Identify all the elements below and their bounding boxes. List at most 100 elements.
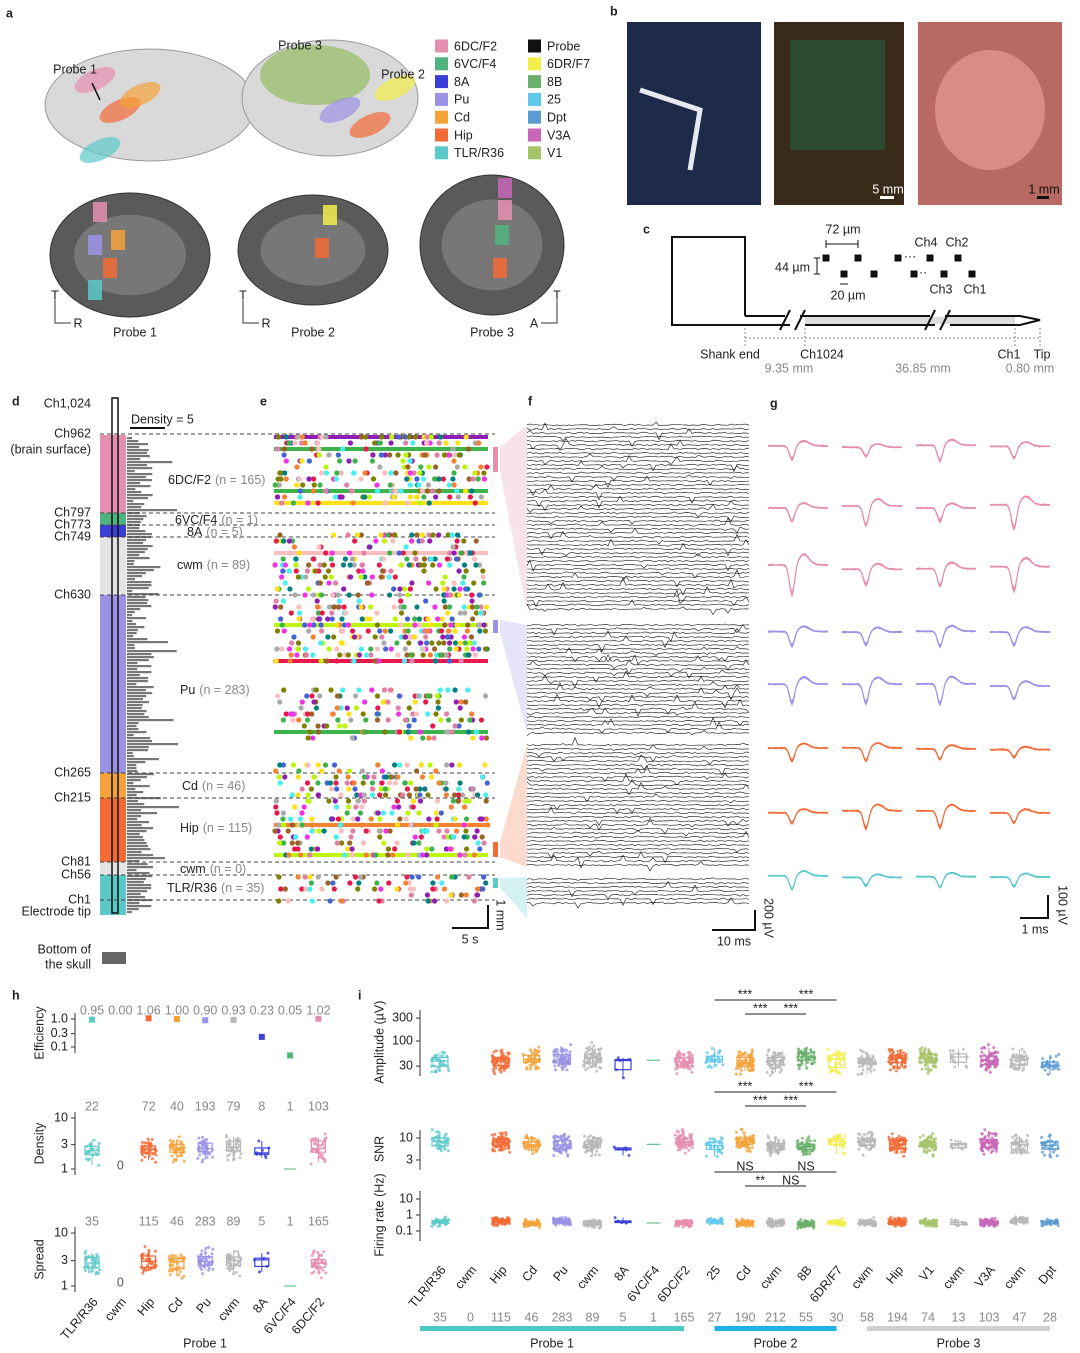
density-bar xyxy=(127,485,150,487)
point xyxy=(442,1137,445,1140)
spike xyxy=(417,792,422,797)
spike xyxy=(305,717,310,722)
spike xyxy=(310,652,315,657)
point xyxy=(677,1050,680,1053)
point xyxy=(684,1144,687,1147)
legend-swatch xyxy=(528,75,541,88)
lfp-trace xyxy=(527,597,749,607)
point xyxy=(146,1264,149,1267)
point xyxy=(553,1134,556,1137)
x-tick-label: cwm xyxy=(215,1295,242,1324)
point xyxy=(558,1145,561,1148)
point xyxy=(1012,1148,1015,1151)
point xyxy=(506,1051,509,1054)
spike xyxy=(296,774,301,779)
spike xyxy=(473,652,478,657)
spike-train xyxy=(274,730,488,734)
label: Tip xyxy=(1034,347,1051,361)
spike xyxy=(338,792,343,797)
spike xyxy=(405,500,410,505)
value-label: 1.00 xyxy=(165,1003,189,1017)
spike xyxy=(326,568,331,573)
spike xyxy=(451,550,456,555)
region-patch xyxy=(493,258,507,278)
density-bar xyxy=(127,857,165,859)
spike xyxy=(350,556,355,561)
density-bar xyxy=(127,710,147,712)
spike xyxy=(330,880,335,885)
spike xyxy=(478,610,483,615)
point xyxy=(239,1156,242,1159)
spike xyxy=(427,538,432,543)
spike xyxy=(303,646,308,651)
spike xyxy=(439,810,444,815)
point xyxy=(84,1151,87,1154)
density-bar xyxy=(127,644,134,646)
spike xyxy=(331,532,336,537)
spike xyxy=(376,810,381,815)
spike xyxy=(287,538,292,543)
spike xyxy=(454,556,459,561)
spike xyxy=(322,828,327,833)
spike xyxy=(414,604,419,609)
y-tick-label: 100 xyxy=(392,1033,413,1047)
point xyxy=(143,1245,146,1248)
point xyxy=(809,1048,812,1051)
spike xyxy=(483,628,488,633)
point xyxy=(94,1152,97,1155)
spike xyxy=(420,488,425,493)
spike xyxy=(395,774,400,779)
point xyxy=(713,1145,716,1148)
spike xyxy=(438,652,443,657)
point xyxy=(720,1136,723,1139)
spike xyxy=(360,616,365,621)
point xyxy=(262,1257,265,1260)
spike xyxy=(412,634,417,639)
spike xyxy=(348,834,353,839)
point xyxy=(232,1266,235,1269)
label: Ch1 xyxy=(998,347,1021,361)
point xyxy=(902,1155,905,1158)
spike xyxy=(395,652,400,657)
spike xyxy=(311,592,316,597)
spike xyxy=(480,774,485,779)
density-bar xyxy=(127,560,134,562)
panel-letter: d xyxy=(12,394,20,408)
spike xyxy=(396,711,401,716)
spike xyxy=(410,874,415,879)
point xyxy=(88,1255,91,1258)
axis-letter: T xyxy=(51,288,59,302)
spike xyxy=(453,816,458,821)
spike xyxy=(381,810,386,815)
spike xyxy=(347,768,352,773)
spike xyxy=(319,658,324,663)
spike xyxy=(392,846,397,851)
point xyxy=(800,1060,803,1063)
label: Ch2 xyxy=(946,235,969,249)
spike xyxy=(432,898,437,903)
spike xyxy=(481,470,486,475)
spike xyxy=(404,556,409,561)
spike xyxy=(335,592,340,597)
legend-label: 8A xyxy=(454,75,470,89)
density-bar xyxy=(127,602,147,604)
lfp-trace xyxy=(527,516,749,521)
spike xyxy=(319,886,324,891)
waveform xyxy=(916,626,976,647)
spike xyxy=(420,774,425,779)
spike xyxy=(334,646,339,651)
spike xyxy=(432,646,437,651)
point xyxy=(993,1132,996,1135)
spike xyxy=(476,622,481,627)
point xyxy=(317,1257,320,1260)
scale-label: 5 mm xyxy=(872,182,903,196)
spike xyxy=(385,852,390,857)
spike xyxy=(397,693,402,698)
point xyxy=(887,1136,890,1139)
channel-label: Ch56 xyxy=(61,867,91,881)
point xyxy=(745,1058,748,1061)
spike xyxy=(452,687,457,692)
spike xyxy=(473,500,478,505)
spike xyxy=(329,556,334,561)
density-bar xyxy=(127,752,133,754)
